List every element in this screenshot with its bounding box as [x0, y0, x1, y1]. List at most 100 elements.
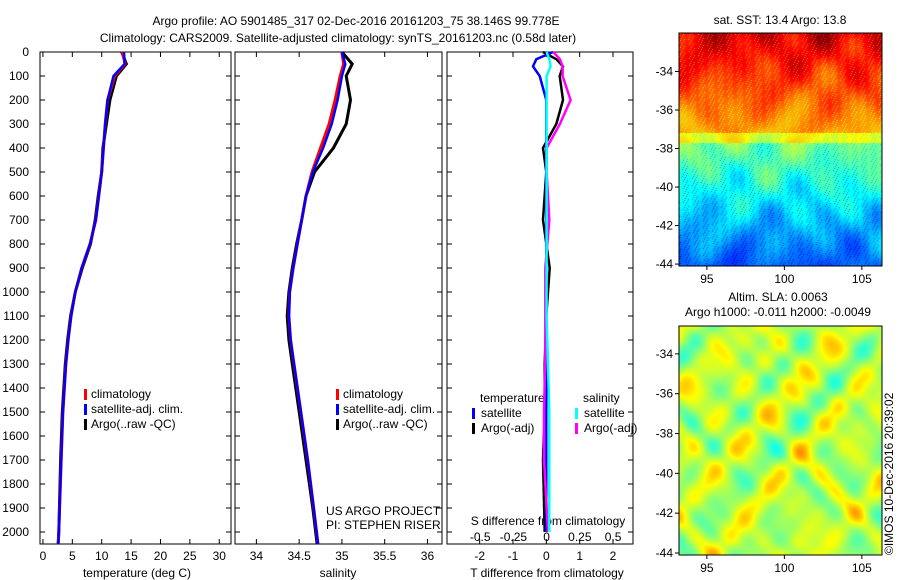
sal-xlabel: salinity	[320, 566, 357, 580]
xtick-label: 34.5	[287, 549, 311, 563]
legend-swatch	[336, 419, 339, 430]
legend-label: Argo(..raw -QC)	[91, 417, 176, 431]
legend-label: satellite	[584, 406, 625, 420]
s-xtick-label: 0.5	[605, 530, 622, 544]
legend-swatch	[575, 408, 578, 419]
s-xtick-label: -0.25	[500, 530, 528, 544]
depth-tick-label: 1100	[3, 309, 29, 323]
xtick-label: 35.5	[373, 549, 397, 563]
map-lon-label: 105	[852, 272, 872, 286]
title-line1: Argo profile: AO 5901485_317 02-Dec-2016…	[153, 14, 560, 28]
map-lon-label: 105	[852, 561, 872, 575]
depth-tick-label: 300	[9, 117, 29, 131]
imos-stamp: ©IMOS 10-Dec-2016 20:39:02	[882, 392, 896, 555]
xtick-label: 36	[421, 549, 435, 563]
map-lon-label: 95	[700, 561, 714, 575]
legend-label: satellite-adj. clim.	[91, 402, 183, 416]
legend-swatch	[472, 423, 475, 434]
xtick-label: 30	[213, 549, 227, 563]
xtick-label: 5	[69, 549, 76, 563]
legend-label: satellite-adj. clim.	[343, 402, 435, 416]
depth-tick-label: 1900	[2, 501, 29, 515]
xtick-label: 0	[543, 549, 550, 563]
depth-tick-label: 1200	[2, 333, 29, 347]
legend-swatch	[472, 408, 475, 419]
legend-label: climatology	[91, 387, 151, 401]
temp-xlabel: temperature (deg C)	[83, 566, 191, 580]
sst-heatmap	[679, 33, 882, 266]
map-lat-label: -34	[656, 65, 674, 79]
depth-tick-label: 700	[9, 213, 29, 227]
legend-label: Argo(..raw -QC)	[343, 417, 428, 431]
legend-swatch	[84, 389, 87, 400]
map-lat-label: -40	[656, 466, 674, 480]
panel-frame-1	[234, 51, 443, 545]
legend-swatch	[336, 404, 339, 415]
depth-tick-label: 1500	[2, 405, 29, 419]
legend-label: satellite	[481, 406, 522, 420]
map-lat-label: -38	[656, 427, 674, 441]
argo-profile-line	[285, 51, 354, 545]
xtick-label: 20	[154, 549, 168, 563]
map-lat-label: -44	[656, 546, 674, 560]
depth-tick-label: 1300	[2, 357, 29, 371]
xtick-label: -2	[474, 549, 485, 563]
sla-heatmap	[679, 326, 882, 555]
depth-tick-label: 2000	[2, 525, 29, 539]
depth-tick-label: 1400	[2, 381, 29, 395]
satellite-profile-line	[287, 51, 347, 545]
sst-map-title: sat. SST: 13.4 Argo: 13.8	[714, 13, 847, 27]
legend-swatch	[84, 419, 87, 430]
legend-label: Argo(-adj)	[481, 421, 534, 435]
depth-tick-label: 900	[9, 261, 29, 275]
xtick-label: 1	[576, 549, 583, 563]
xtick-label: 0	[40, 549, 47, 563]
legend-swatch	[575, 423, 578, 434]
panel-frame-0	[39, 51, 232, 545]
legend-temp-title: temperature	[480, 391, 545, 405]
map-lon-label: 95	[700, 272, 714, 286]
xtick-label: 25	[183, 549, 197, 563]
legend-label: Argo(-adj)	[584, 421, 637, 435]
map-lon-label: 100	[774, 272, 794, 286]
depth-tick-label: 100	[9, 69, 29, 83]
depth-tick-label: 400	[9, 141, 29, 155]
map-lat-label: -42	[656, 506, 674, 520]
pi-credit: PI: STEPHEN RISER	[326, 518, 441, 532]
panel-frame-2	[446, 51, 634, 545]
xtick-label: 34	[250, 549, 264, 563]
depth-tick-label: 1000	[2, 285, 29, 299]
xtick-label: -1	[508, 549, 519, 563]
satellite-profile-line	[56, 51, 126, 545]
legend-label: climatology	[343, 387, 403, 401]
map-lon-label: 100	[774, 561, 794, 575]
map-lat-label: -34	[656, 347, 674, 361]
depth-tick-label: 200	[9, 93, 29, 107]
s-satellite-diff-line	[545, 51, 552, 532]
map-lat-label: -36	[656, 387, 674, 401]
argo-profile-line	[56, 51, 129, 545]
map-lat-label: -42	[656, 219, 674, 233]
legend-swatch	[84, 404, 87, 415]
map-frame	[678, 32, 883, 267]
s-xtick-label: 0	[543, 530, 550, 544]
depth-tick-label: 800	[9, 237, 29, 251]
map-lat-label: -40	[656, 180, 674, 194]
s-xtick-label: 0.25	[568, 530, 592, 544]
map-frame	[678, 325, 883, 556]
title-line2: Climatology: CARS2009. Satellite-adjuste…	[100, 31, 576, 45]
sla-map-title: Altim. SLA: 0.0063	[728, 290, 828, 304]
depth-tick-label: 500	[9, 165, 29, 179]
xtick-label: 10	[95, 549, 109, 563]
legend-swatch	[336, 389, 339, 400]
s-xtick-label: -0.5	[470, 530, 491, 544]
project-credit: US ARGO PROJECT	[326, 504, 441, 518]
depth-tick-label: 1600	[2, 429, 29, 443]
map-lat-label: -44	[656, 257, 674, 271]
map-lat-label: -38	[656, 142, 674, 156]
xtick-label: 2	[610, 549, 617, 563]
climatology-profile-line	[287, 51, 346, 545]
depth-tick-label: 1700	[2, 453, 29, 467]
